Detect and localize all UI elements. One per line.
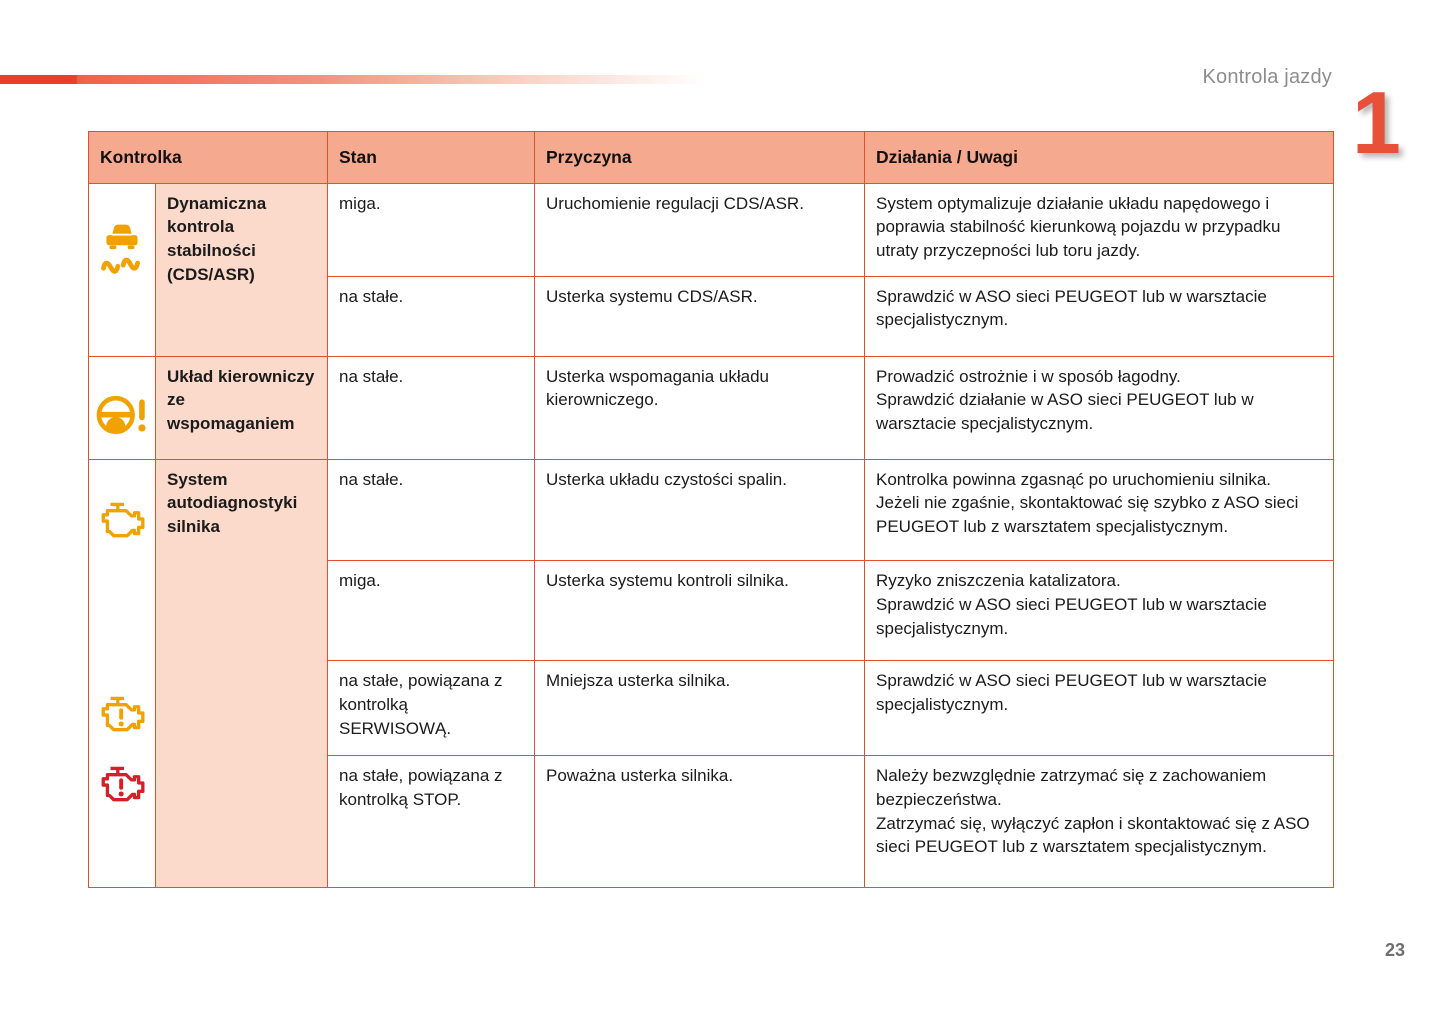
dzialania-cell: Sprawdzić w ASO sieci PEUGEOT lub w wars… (864, 660, 1334, 757)
indicator-icon-cell (88, 355, 156, 460)
dzialania-cell: Należy bezwzględnie zatrzymać się z zach… (864, 755, 1334, 889)
przyczyna-cell: Mniejsza usterka silnika. (534, 660, 865, 757)
engine-service-warning-icon (89, 691, 155, 735)
table-row: na stałe. Usterka systemu CDS/ASR. Spraw… (89, 275, 1334, 357)
col-header-kontrolka: Kontrolka (88, 131, 328, 184)
stan-cell: na stałe. (327, 458, 535, 562)
przyczyna-cell: Usterka wspomagania układu kierowniczego… (534, 355, 865, 460)
przyczyna-cell: Usterka układu czystości spalin. (534, 458, 865, 562)
page-number: 23 (1384, 940, 1405, 960)
table-row: miga. Usterka systemu kontroli silnika. … (89, 560, 1334, 662)
stan-cell: na stałe. (327, 355, 535, 460)
dzialania-cell: Kontrolka powinna zgasnąć po uruchomieni… (864, 458, 1334, 562)
table-header-row: Kontrolka Stan Przyczyna Działania / Uwa… (88, 131, 1334, 184)
indicator-label: System autodiagnostyki silnika (155, 458, 328, 889)
accent-gradient-bar (0, 75, 712, 84)
indicator-icon-cell (88, 182, 156, 357)
check-engine-icon (89, 497, 155, 541)
indicator-label: Dynamiczna kontrola stabilności (CDS/ASR… (155, 182, 328, 357)
engine-stop-warning-icon (89, 761, 155, 805)
table-row: Dynamiczna kontrola stabilności (CDS/ASR… (88, 182, 1334, 357)
col-header-stan: Stan (327, 131, 535, 184)
table-row: Układ kierowniczy ze wspomaganiem na sta… (88, 355, 1334, 460)
przyczyna-cell: Poważna usterka silnika. (534, 755, 865, 889)
indicator-icon-cell (88, 458, 156, 889)
stan-cell: miga. (327, 560, 535, 662)
page-title: Kontrola jazdy (1202, 66, 1332, 88)
przyczyna-cell: Usterka systemu kontroli silnika. (534, 560, 865, 662)
col-header-dzialania: Działania / Uwagi (864, 131, 1334, 184)
table-row: na stałe, powiązana z kontrolką SERWISOW… (89, 660, 1334, 757)
przyczyna-cell: Uruchomienie regulacji CDS/ASR. (534, 182, 865, 277)
power-steering-warning-icon (89, 391, 155, 439)
dzialania-cell: Sprawdzić w ASO sieci PEUGEOT lub w wars… (864, 275, 1334, 357)
indicator-label: Układ kierowniczy ze wspomaganiem (155, 355, 328, 460)
warning-lights-table: Kontrolka Stan Przyczyna Działania / Uwa… (88, 131, 1334, 889)
dzialania-cell: System optymalizuje działanie układu nap… (864, 182, 1334, 277)
dzialania-cell: Ryzyko zniszczenia katalizatora. Sprawdz… (864, 560, 1334, 662)
stan-cell: na stałe. (327, 275, 535, 357)
stan-cell: na stałe, powiązana z kontrolką SERWISOW… (327, 660, 535, 757)
stan-cell: na stałe, powiązana z kontrolką STOP. (327, 755, 535, 889)
col-header-przyczyna: Przyczyna (534, 131, 865, 184)
dzialania-cell: Prowadzić ostrożnie i w sposób łagodny. … (864, 355, 1334, 460)
chapter-number-tab: 1 (1352, 73, 1401, 172)
przyczyna-cell: Usterka systemu CDS/ASR. (534, 275, 865, 357)
table-row: System autodiagnostyki silnika na stałe.… (88, 458, 1334, 889)
esp-indicator-icon (89, 220, 155, 275)
table-row: na stałe, powiązana z kontrolką STOP. Po… (89, 755, 1334, 889)
stan-cell: miga. (327, 182, 535, 277)
